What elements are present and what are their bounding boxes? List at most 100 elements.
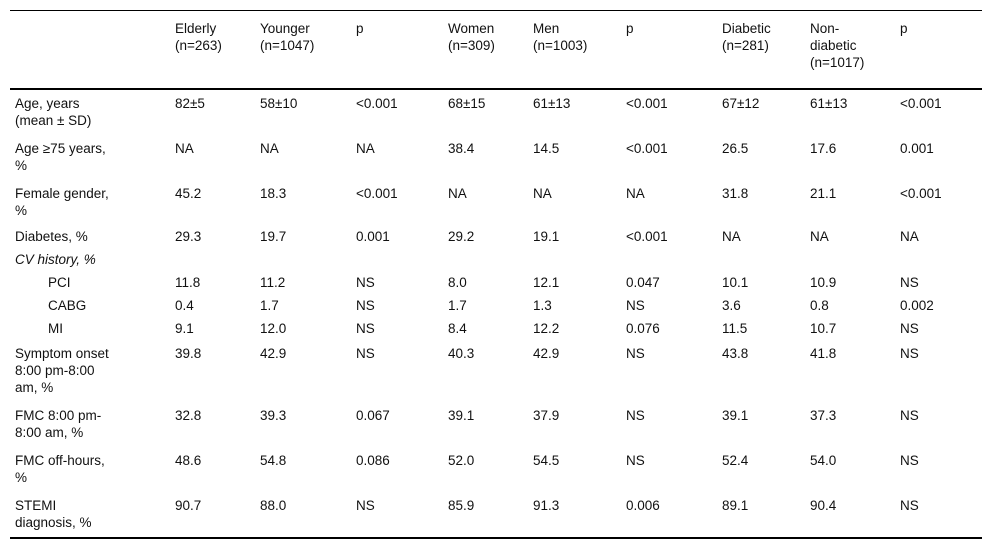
row-label-text: CABG	[48, 298, 87, 313]
data-cell: 10.7	[810, 321, 837, 336]
data-cell: 61±13	[533, 96, 571, 111]
data-cell: 88.0	[260, 498, 287, 513]
data-cell: 32.8	[175, 408, 202, 423]
group-name: Elderly	[175, 21, 217, 36]
data-cell	[810, 248, 900, 271]
group-n: (n=1017)	[810, 55, 865, 70]
group-name: p	[356, 21, 364, 36]
group-name: p	[900, 21, 908, 36]
data-cell: 54.5	[533, 453, 560, 468]
data-cell: 90.4	[810, 498, 837, 513]
data-cell: 39.1	[448, 408, 475, 423]
row-label-text: CV history, %	[15, 252, 96, 267]
data-cell	[626, 248, 722, 271]
group-n: (n=281)	[722, 38, 769, 53]
column-header-text: p	[356, 20, 436, 37]
data-cell: 0.006	[626, 498, 660, 513]
data-cell: NS	[356, 498, 375, 513]
row-label-text: FMC off-hours, %	[15, 453, 105, 485]
data-cell	[533, 248, 626, 271]
row-label-text: Age, years (mean ± SD)	[15, 96, 92, 128]
data-cell: 17.6	[810, 141, 837, 156]
data-cell: 14.5	[533, 141, 560, 156]
data-cell	[356, 248, 448, 271]
table-row: MI 9.1 12.0 NS 8.4 12.2 0.076 11.5 10.7 NS	[10, 317, 982, 340]
data-cell: NS	[626, 408, 645, 423]
row-label: Symptom onset 8:00 pm-8:00 am, %	[10, 340, 175, 402]
column-header: Elderly (n=263)	[175, 10, 260, 90]
data-cell: 89.1	[722, 498, 749, 513]
data-cell: 37.3	[810, 408, 837, 423]
data-cell: 48.6	[175, 453, 202, 468]
group-n: (n=263)	[175, 38, 222, 53]
data-cell: NS	[900, 498, 919, 513]
column-header: Non-diabetic (n=1017)	[810, 10, 900, 90]
row-label-text: PCI	[48, 275, 71, 290]
data-cell: 0.001	[356, 229, 390, 244]
data-cell: 0.047	[626, 275, 660, 290]
data-cell: NA	[533, 186, 552, 201]
data-cell: NS	[356, 346, 375, 361]
data-cell: <0.001	[626, 141, 668, 156]
data-cell: 11.8	[175, 275, 201, 290]
data-cell: 1.7	[448, 298, 467, 313]
data-cell: 10.9	[810, 275, 837, 290]
table-row: CV history, %	[10, 248, 982, 271]
table-row: Female gender, % 45.2 18.3 <0.001 NA NA NA 31.8…	[10, 180, 982, 225]
row-label: Age, years (mean ± SD)	[10, 89, 175, 135]
table-row: Age ≥75 years, % NA NA NA 38.4 14.5 <0.001 26.5…	[10, 135, 982, 180]
data-cell: 10.1	[722, 275, 749, 290]
data-cell: 90.7	[175, 498, 202, 513]
group-name: Younger	[260, 21, 310, 36]
data-cell: 8.4	[448, 321, 467, 336]
data-cell: 0.076	[626, 321, 660, 336]
data-cell: 29.2	[448, 229, 475, 244]
data-cell: 12.1	[533, 275, 560, 290]
group-name: Diabetic	[722, 21, 771, 36]
group-name: Non-diabetic	[810, 21, 857, 53]
data-cell: NA	[175, 141, 194, 156]
data-cell: 40.3	[448, 346, 475, 361]
row-label: PCI	[10, 271, 175, 294]
data-cell: 19.1	[533, 229, 560, 244]
data-cell: <0.001	[626, 96, 668, 111]
data-cell: 21.1	[810, 186, 837, 201]
data-cell	[448, 248, 533, 271]
data-cell: 0.067	[356, 408, 390, 423]
column-header: Men (n=1003)	[533, 10, 626, 90]
column-header: p	[626, 10, 722, 90]
data-cell: <0.001	[900, 96, 942, 111]
row-label-text: Age ≥75 years, %	[15, 141, 106, 173]
group-n: (n=1003)	[533, 38, 588, 53]
row-label: Age ≥75 years, %	[10, 135, 175, 180]
data-cell: 45.2	[175, 186, 202, 201]
data-cell: 0.8	[810, 298, 829, 313]
data-cell: 42.9	[533, 346, 560, 361]
data-cell: 0.002	[900, 298, 934, 313]
data-cell: 91.3	[533, 498, 560, 513]
group-name: Women	[448, 21, 495, 36]
data-cell: 3.6	[722, 298, 741, 313]
data-cell: NA	[626, 186, 645, 201]
data-cell: 38.4	[448, 141, 475, 156]
data-cell: 18.3	[260, 186, 287, 201]
data-cell: 0.086	[356, 453, 390, 468]
data-cell: 0.4	[175, 298, 194, 313]
data-cell: NS	[900, 321, 919, 336]
row-label: FMC 8:00 pm-8:00 am, %	[10, 402, 175, 447]
data-cell: 39.1	[722, 408, 749, 423]
data-cell: NS	[626, 453, 645, 468]
row-label: STEMI diagnosis, %	[10, 492, 175, 538]
row-label-text: Diabetes, %	[15, 229, 88, 244]
column-header-text: Elderly (n=263)	[175, 20, 250, 54]
table-row: Symptom onset 8:00 pm-8:00 am, % 39.8 42.9…	[10, 340, 982, 402]
data-cell: 41.8	[810, 346, 837, 361]
row-label-text: FMC 8:00 pm-8:00 am, %	[15, 408, 102, 440]
data-cell: 29.3	[175, 229, 202, 244]
row-label-text: Female gender, %	[15, 186, 109, 218]
data-cell: NS	[626, 298, 645, 313]
data-cell: 61±13	[810, 96, 848, 111]
table-row: FMC off-hours, % 48.6 54.8 0.086 52.0 54.5 NS 5…	[10, 447, 982, 492]
row-label: CABG	[10, 294, 175, 317]
table-row: CABG 0.4 1.7 NS 1.7 1.3 NS 3.6 0.8 0.002	[10, 294, 982, 317]
